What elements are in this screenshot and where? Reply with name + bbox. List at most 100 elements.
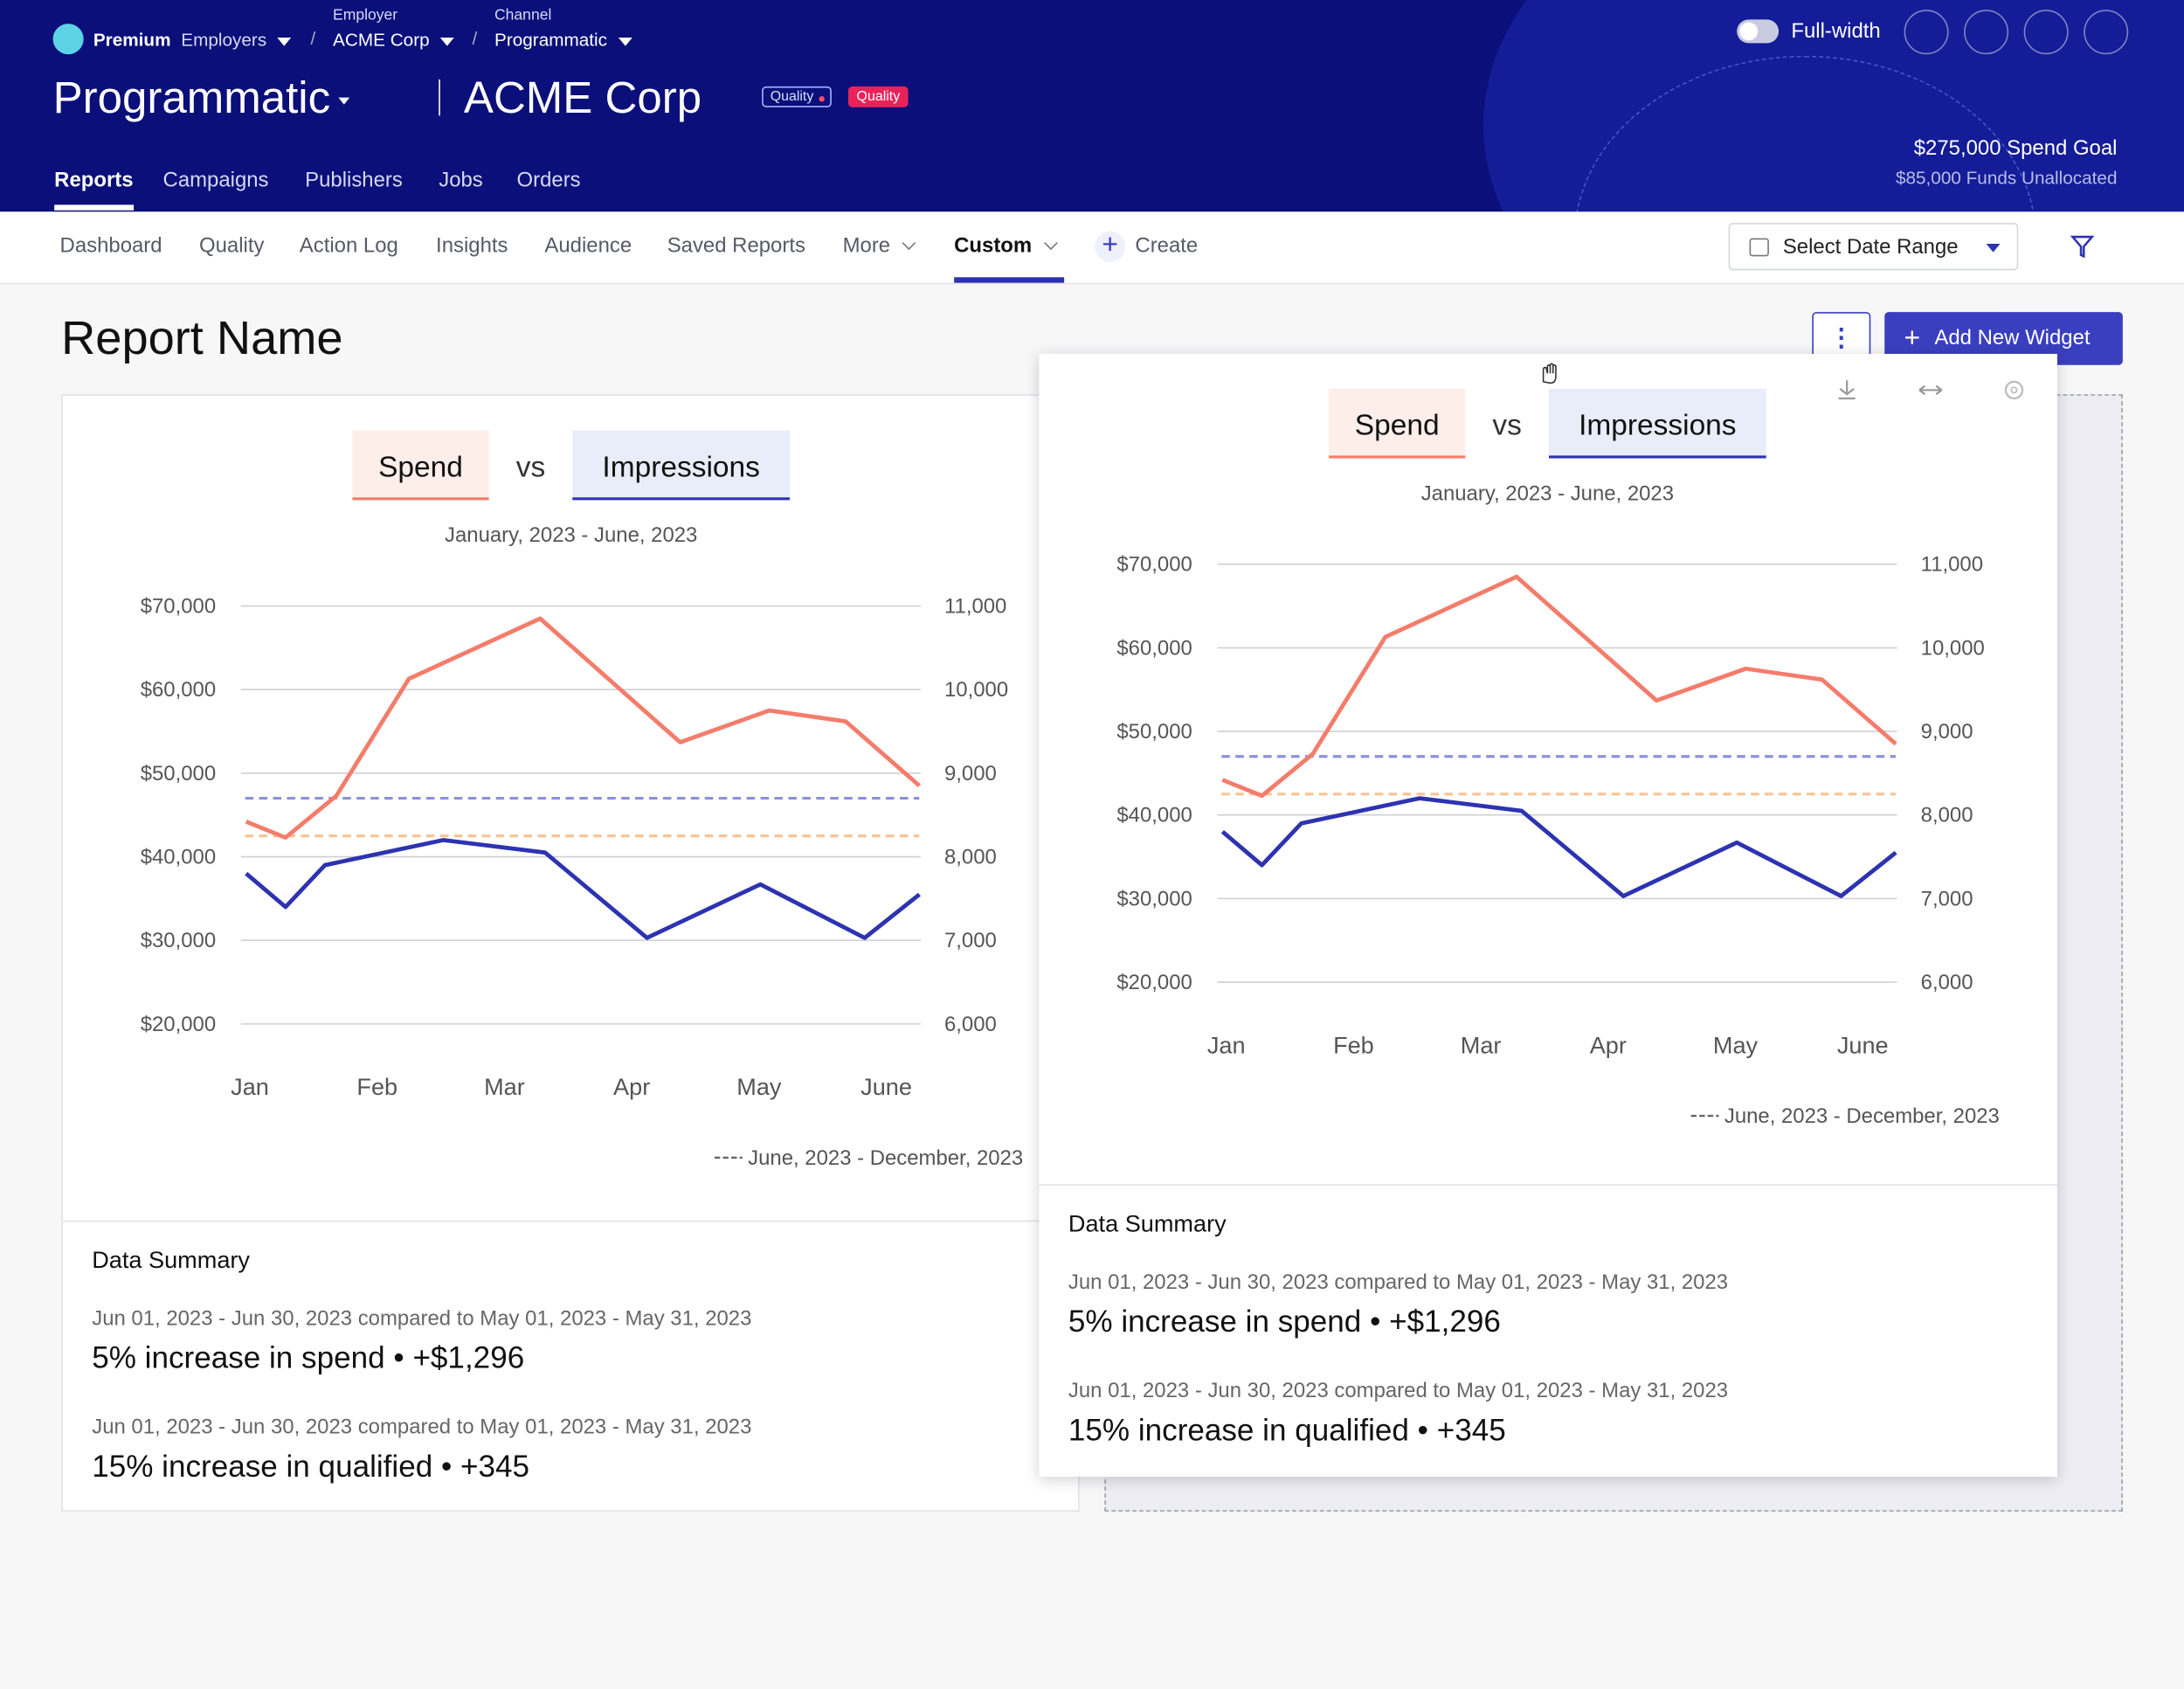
widget[interactable]: Spend Impressions vs January, 2023 - June, … — [1039, 353, 2057, 1478]
sep: • — [393, 1339, 404, 1375]
tab-indicator — [954, 277, 1065, 283]
label: Employers — [181, 29, 267, 51]
widget-tools — [1838, 380, 2024, 400]
summary-line: 15% increase in qualified • +345 — [1068, 1413, 1506, 1449]
x-tick-label: Mar — [484, 1073, 525, 1100]
vs: vs — [1492, 409, 1521, 441]
y-tick-label: $60,000 — [1116, 636, 1192, 660]
subnav-tab[interactable]: Insights — [436, 233, 508, 258]
text: 5% increase in spend — [92, 1339, 385, 1375]
x-tick-label: Feb — [356, 1073, 397, 1100]
tab[interactable]: Orders — [516, 168, 581, 193]
x-tick-label: Jan — [1207, 1031, 1246, 1058]
y-tick-label: $40,000 — [1116, 804, 1192, 827]
settings-icon[interactable] — [1964, 10, 2009, 55]
series-line — [1221, 574, 1897, 799]
legend-label: Spend — [1355, 409, 1440, 441]
tab[interactable]: Campaigns — [162, 168, 269, 193]
y-tick-label: $30,000 — [141, 929, 216, 952]
text: 15% increase in qualified — [92, 1449, 433, 1485]
subnav-tab[interactable]: Custom — [954, 234, 1058, 258]
series-line — [245, 616, 922, 840]
period: Jun 01, 2023 - Jun 30, 2023 compared to … — [92, 1306, 752, 1331]
label: More — [842, 233, 891, 258]
spend-goal: $275,000 Spend Goal — [1913, 136, 2118, 161]
label: Select Date Range — [1782, 235, 1959, 260]
toggle[interactable] — [1737, 19, 1780, 44]
y2-tick-label: 7,000 — [1921, 887, 1973, 910]
create[interactable]: Create — [1135, 233, 1199, 258]
series-line — [245, 838, 921, 940]
chart: Spend Impressions vs January, 2023 - June, … — [141, 430, 1023, 1170]
filter-icon[interactable] — [2070, 234, 2095, 260]
title[interactable]: Programmatic — [53, 73, 350, 124]
bell-icon[interactable] — [1904, 10, 1949, 55]
drag-handle[interactable] — [1535, 359, 1565, 387]
label: Programmatic — [52, 72, 331, 123]
pill — [572, 430, 791, 501]
text: 5% increase in spend — [1068, 1304, 1362, 1339]
subnav-tab[interactable]: Dashboard — [59, 233, 162, 258]
x-tick-label: Apr — [1590, 1031, 1627, 1058]
header: Premium Employers / Employer ACME Corp /… — [0, 0, 2184, 212]
x-tick-label: May — [1713, 1031, 1759, 1058]
subtitle: January, 2023 - June, 2023 — [1421, 481, 1674, 505]
badge: Quality — [762, 86, 833, 107]
employers-menu[interactable]: Employers — [181, 29, 292, 50]
subtitle: January, 2023 - June, 2023 — [445, 523, 697, 547]
summary-line: 5% increase in spend • +$1,296 — [92, 1340, 524, 1376]
report-title: Report Name — [61, 312, 343, 365]
x-tick-label: Feb — [1333, 1031, 1374, 1058]
tab[interactable]: Reports — [54, 168, 134, 193]
y-tick-label: $30,000 — [1116, 887, 1192, 910]
crumb[interactable]: ACME Corp — [333, 29, 455, 51]
y-tick-label: $70,000 — [1116, 553, 1192, 577]
subnav-tab[interactable]: Action Log — [299, 233, 398, 258]
reference-legend-label: June, 2023 - December, 2023 — [748, 1146, 1023, 1170]
funds: $85,000 Funds Unallocated — [1895, 167, 2118, 189]
delta: +345 — [460, 1449, 530, 1485]
subnav-tab[interactable]: More — [842, 233, 916, 258]
y2-tick-label: 9,000 — [944, 762, 997, 786]
y2-tick-label: 6,000 — [1921, 971, 1973, 994]
sep: / — [472, 27, 478, 49]
plus-icon: + — [1095, 231, 1126, 262]
y2-tick-label: 6,000 — [944, 1013, 997, 1036]
client: ACME Corp — [463, 72, 702, 123]
logout-icon[interactable] — [2084, 10, 2129, 55]
divider — [439, 79, 440, 116]
y-tick-label: $20,000 — [141, 1013, 216, 1036]
subnav-tab[interactable]: Audience — [544, 233, 632, 258]
pill — [1548, 388, 1766, 459]
caption: Channel — [494, 6, 552, 24]
tab[interactable]: Jobs — [439, 168, 483, 193]
label: Quality — [770, 89, 814, 105]
y2-tick-label: 9,000 — [1921, 720, 1973, 744]
y-tick-label: $50,000 — [141, 762, 216, 786]
vs: vs — [516, 451, 545, 483]
logo — [52, 24, 84, 55]
subnav-tab[interactable]: Quality — [198, 233, 265, 258]
legend-label: Impressions — [602, 451, 759, 483]
y-tick-label: $70,000 — [141, 595, 216, 619]
x-tick-label: Jan — [231, 1073, 269, 1100]
y2-tick-label: 10,000 — [944, 678, 1008, 702]
delta: +$1,296 — [412, 1339, 525, 1375]
docs-icon[interactable] — [2023, 10, 2069, 55]
sep: • — [1417, 1412, 1428, 1448]
x-tick-label: May — [736, 1073, 782, 1100]
crumb[interactable]: Programmatic — [494, 29, 632, 50]
pill — [1329, 388, 1466, 459]
period: Jun 01, 2023 - Jun 30, 2023 compared to … — [92, 1415, 752, 1440]
date-range[interactable]: Select Date Range — [1728, 223, 2019, 271]
summary-title: Data Summary — [1068, 1210, 1227, 1237]
tab[interactable]: Publishers — [305, 168, 403, 193]
label: Add New Widget — [1934, 326, 2091, 350]
legend-label: Spend — [378, 451, 463, 483]
subnav-tab[interactable]: Saved Reports — [667, 233, 805, 258]
series-line — [1220, 796, 1897, 898]
label: ACME Corp — [333, 29, 430, 51]
divider — [62, 1220, 1079, 1222]
